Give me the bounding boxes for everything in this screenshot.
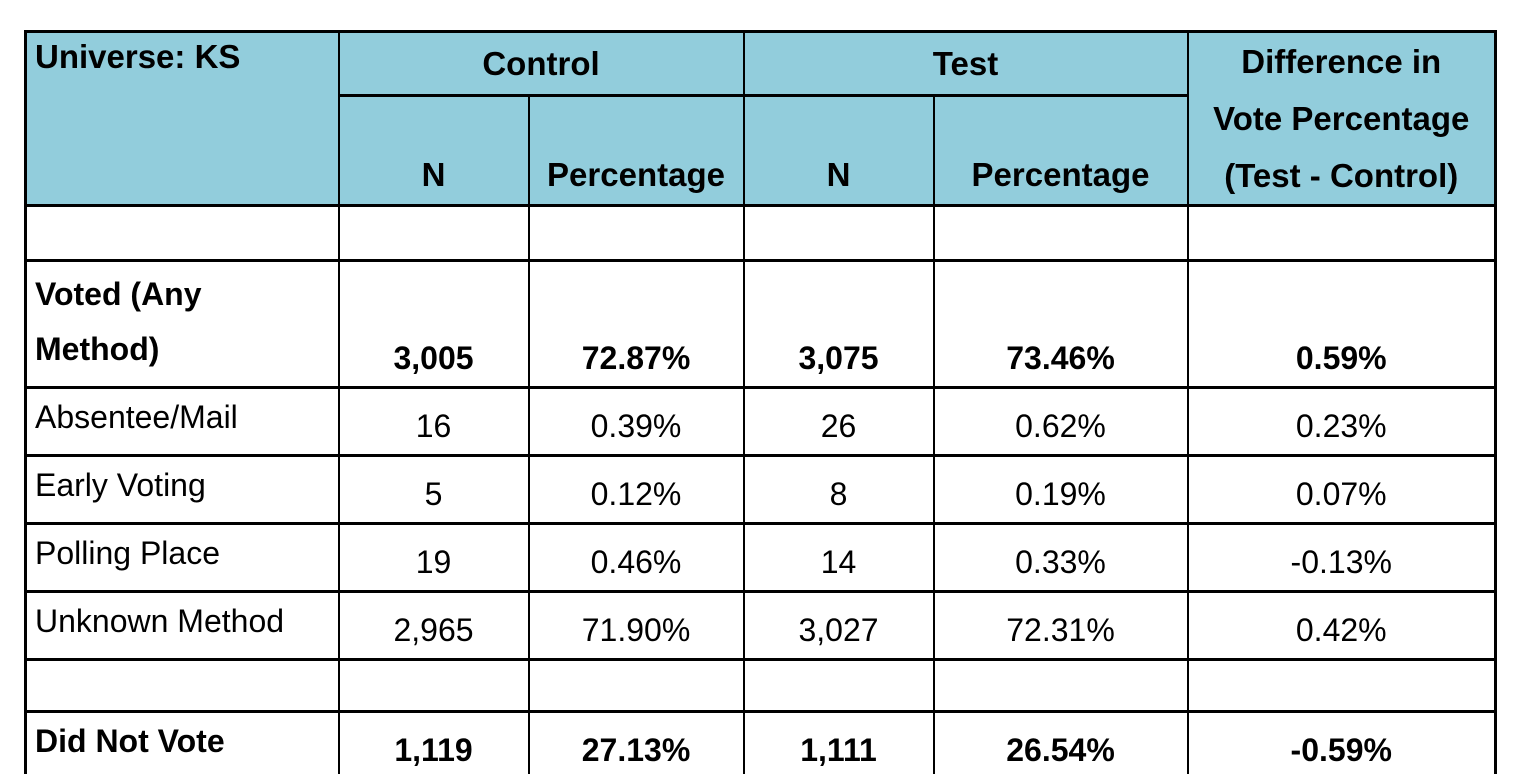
test-percentage-header: Percentage [932, 94, 1189, 207]
test-n-cell: 8 [742, 454, 935, 525]
test-pct-cell: 73.46% [932, 259, 1189, 389]
universe-header-cell: Universe: KS [24, 30, 340, 207]
row-label-cell: Polling Place [24, 522, 340, 593]
spacer-row [24, 204, 1497, 262]
difference-header-cell: Difference in Vote Percentage (Test - Co… [1186, 30, 1497, 207]
test-pct-cell: 0.33% [932, 522, 1189, 593]
row-label-cell: Early Voting [24, 454, 340, 525]
table-row-polling-place: Polling Place 19 0.46% 14 0.33% -0.13% [24, 522, 1497, 593]
diff-cell: 0.59% [1186, 259, 1497, 389]
row-label-cell [24, 204, 340, 262]
table-row-absentee-mail: Absentee/Mail 16 0.39% 26 0.62% 0.23% [24, 386, 1497, 457]
row-label-cell [24, 658, 340, 713]
test-n-cell: 26 [742, 386, 935, 457]
control-n-header: N [337, 94, 530, 207]
diff-cell: -0.13% [1186, 522, 1497, 593]
table-row-voted-any-method: Voted (Any Method) 3,005 72.87% 3,075 73… [24, 259, 1497, 389]
control-pct-cell: 72.87% [527, 259, 745, 389]
test-n-header: N [742, 94, 935, 207]
control-pct-cell [527, 204, 745, 262]
control-n-cell: 16 [337, 386, 530, 457]
test-n-cell [742, 204, 935, 262]
diff-cell: 0.23% [1186, 386, 1497, 457]
test-pct-cell: 0.19% [932, 454, 1189, 525]
vote-comparison-table: Universe: KS Control Test Difference in … [24, 29, 1497, 774]
control-group-header: Control [337, 29, 745, 98]
test-pct-cell [932, 204, 1189, 262]
test-n-cell: 1,111 [742, 710, 935, 774]
control-pct-cell: 71.90% [527, 590, 745, 661]
diff-cell: -0.59% [1186, 710, 1497, 774]
control-n-cell [337, 658, 530, 713]
diff-cell [1186, 204, 1497, 262]
control-pct-cell: 0.46% [527, 522, 745, 593]
test-n-cell: 3,027 [742, 590, 935, 661]
row-label-cell: Absentee/Mail [24, 386, 340, 457]
control-n-cell [337, 204, 530, 262]
control-pct-cell: 27.13% [527, 710, 745, 774]
diff-cell [1186, 658, 1497, 713]
control-n-cell: 2,965 [337, 590, 530, 661]
control-n-cell: 5 [337, 454, 530, 525]
test-group-header: Test [742, 29, 1189, 98]
control-percentage-header: Percentage [527, 94, 745, 207]
test-n-cell: 14 [742, 522, 935, 593]
control-pct-cell: 0.39% [527, 386, 745, 457]
control-n-cell: 1,119 [337, 710, 530, 774]
control-n-cell: 3,005 [337, 259, 530, 389]
row-label-cell: Did Not Vote [24, 710, 340, 774]
test-pct-cell [932, 658, 1189, 713]
control-n-cell: 19 [337, 522, 530, 593]
table-body: Voted (Any Method) 3,005 72.87% 3,075 73… [24, 204, 1497, 774]
header-row-groups: Universe: KS Control Test Difference in … [24, 29, 1497, 207]
test-n-cell [742, 658, 935, 713]
diff-cell: 0.42% [1186, 590, 1497, 661]
table-row-unknown-method: Unknown Method 2,965 71.90% 3,027 72.31%… [24, 590, 1497, 661]
test-pct-cell: 72.31% [932, 590, 1189, 661]
table-header: Universe: KS Control Test Difference in … [24, 29, 1497, 207]
test-pct-cell: 0.62% [932, 386, 1189, 457]
row-label-cell: Unknown Method [24, 590, 340, 661]
diff-cell: 0.07% [1186, 454, 1497, 525]
table-row-did-not-vote: Did Not Vote 1,119 27.13% 1,111 26.54% -… [24, 710, 1497, 774]
table-row-early-voting: Early Voting 5 0.12% 8 0.19% 0.07% [24, 454, 1497, 525]
control-pct-cell: 0.12% [527, 454, 745, 525]
test-n-cell: 3,075 [742, 259, 935, 389]
row-label-cell: Voted (Any Method) [24, 259, 340, 389]
spacer-row [24, 658, 1497, 713]
test-pct-cell: 26.54% [932, 710, 1189, 774]
control-pct-cell [527, 658, 745, 713]
header-row-subcolumns: N Percentage N Percentage [26, 94, 1496, 207]
